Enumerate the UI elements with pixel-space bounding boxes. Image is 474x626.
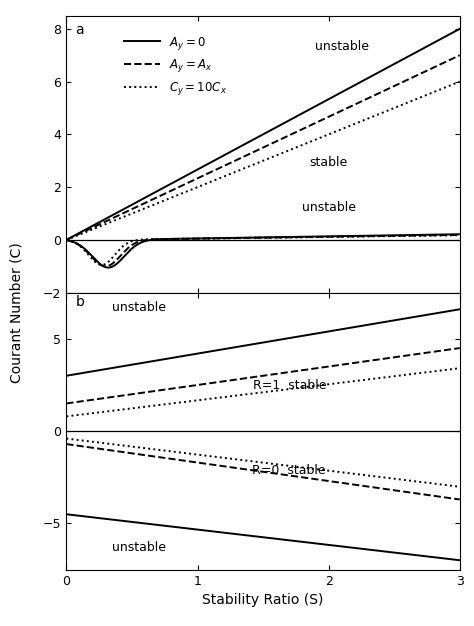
Legend: $A_y=0$, $A_y=A_x$, $C_y=10C_x$: $A_y=0$, $A_y=A_x$, $C_y=10C_x$ <box>119 30 232 102</box>
Text: R=1  stable: R=1 stable <box>253 379 326 392</box>
Text: a: a <box>75 23 84 37</box>
Text: unstable: unstable <box>315 40 369 53</box>
Text: R=0  stable: R=0 stable <box>253 464 326 476</box>
X-axis label: Stability Ratio (S): Stability Ratio (S) <box>202 593 324 607</box>
Text: unstable: unstable <box>112 541 166 554</box>
Text: unstable: unstable <box>301 201 356 214</box>
Text: Courant Number (C): Courant Number (C) <box>9 243 24 383</box>
Text: b: b <box>75 295 84 309</box>
Text: stable: stable <box>310 156 348 169</box>
Text: unstable: unstable <box>112 301 166 314</box>
